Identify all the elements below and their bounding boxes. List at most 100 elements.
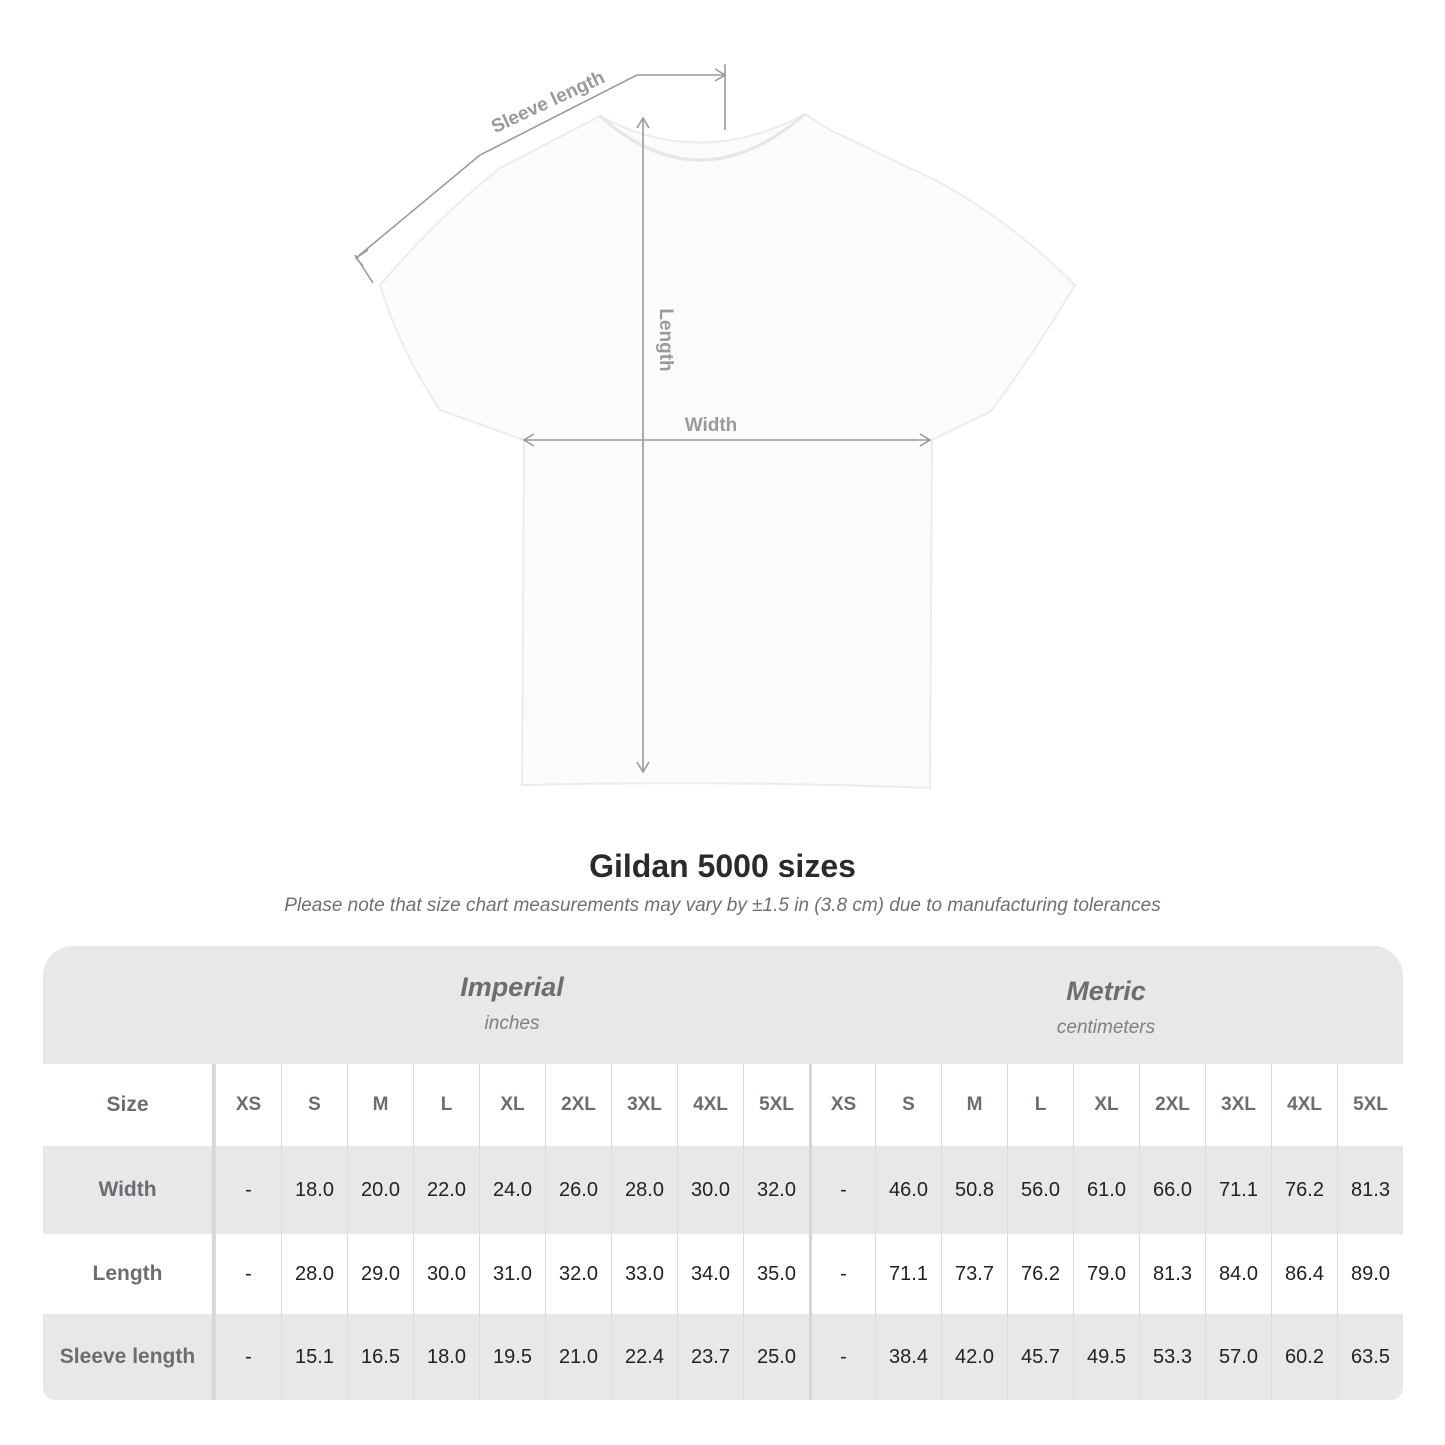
table-cell: 25.0 <box>743 1314 809 1400</box>
table-cell: 71.1 <box>875 1234 941 1314</box>
tshirt-shape <box>378 112 1077 790</box>
table-cell: - <box>809 1146 875 1234</box>
table-cell: 18.0 <box>413 1314 479 1400</box>
size-header-cell: XL <box>1073 1064 1139 1146</box>
table-cell: 32.0 <box>545 1234 611 1314</box>
table-cell: 18.0 <box>281 1146 347 1234</box>
table-cell: 23.7 <box>677 1314 743 1400</box>
table-cell: 28.0 <box>611 1146 677 1234</box>
table-cell: 30.0 <box>413 1234 479 1314</box>
table-cell: - <box>809 1234 875 1314</box>
length-arrowhead-top <box>636 116 650 129</box>
table-cell: 76.2 <box>1271 1146 1337 1234</box>
size-header-cell: XS <box>809 1064 875 1146</box>
table-cell: 61.0 <box>1073 1146 1139 1234</box>
sleeve-length-arrow <box>355 74 725 259</box>
size-header-cell: S <box>875 1064 941 1146</box>
table-cell: 53.3 <box>1139 1314 1205 1400</box>
table-cell: - <box>809 1314 875 1400</box>
chart-title: Gildan 5000 sizes <box>589 848 856 884</box>
table-cell: 56.0 <box>1007 1146 1073 1234</box>
table-cell: 57.0 <box>1205 1314 1271 1400</box>
metric-header: Metric centimeters <box>809 976 1403 1039</box>
table-cell: 46.0 <box>875 1146 941 1234</box>
row-label: Length <box>43 1234 215 1314</box>
size-header-cell: 3XL <box>1205 1064 1271 1146</box>
table-cell: 81.3 <box>1139 1234 1205 1314</box>
imperial-title: Imperial <box>460 972 564 1002</box>
sleeve-arrowhead-right <box>714 68 727 82</box>
metric-title: Metric <box>1066 976 1146 1006</box>
metric-unit: centimeters <box>1056 1017 1156 1038</box>
units-header <box>43 946 1403 1064</box>
size-header-cell: 2XL <box>1139 1064 1205 1146</box>
table-cell: 38.4 <box>875 1314 941 1400</box>
tolerance-note: Please note that size chart measurements… <box>284 895 1161 916</box>
table-cell: 66.0 <box>1139 1146 1205 1234</box>
row-label: Width <box>43 1146 215 1234</box>
table-cell: 28.0 <box>281 1234 347 1314</box>
table-cell: 34.0 <box>677 1234 743 1314</box>
table-cell: 15.1 <box>281 1314 347 1400</box>
tshirt-diagram: Sleeve length Length Width <box>354 64 1077 790</box>
table-cell: 89.0 <box>1337 1234 1403 1314</box>
table-cell: 79.0 <box>1073 1234 1139 1314</box>
tshirt-collar <box>599 112 806 162</box>
table-cell: 33.0 <box>611 1234 677 1314</box>
table-cell: 24.0 <box>479 1146 545 1234</box>
table-cell: 22.0 <box>413 1146 479 1234</box>
size-header-cell: 4XL <box>677 1064 743 1146</box>
table-cell: 76.2 <box>1007 1234 1073 1314</box>
table-cell: 35.0 <box>743 1234 809 1314</box>
size-header-cell: M <box>347 1064 413 1146</box>
table-cell: - <box>215 1146 281 1234</box>
table-cell: 32.0 <box>743 1146 809 1234</box>
length-label: Length <box>655 308 676 371</box>
table-cell: 16.5 <box>347 1314 413 1400</box>
table-cell: 31.0 <box>479 1234 545 1314</box>
table-cell: 50.8 <box>941 1146 1007 1234</box>
size-header-cell: L <box>413 1064 479 1146</box>
table-cell: 60.2 <box>1271 1314 1337 1400</box>
width-label: Width <box>685 415 738 436</box>
row-label: Size <box>43 1064 215 1146</box>
table-cell: 49.5 <box>1073 1314 1139 1400</box>
table-cell: 30.0 <box>677 1146 743 1234</box>
size-header-row: Size XS S M L XL 2XL 3XL 4XL 5XL XS S M L XL 2XL 3XL 4XL 5… <box>43 1064 1403 1146</box>
size-header-cell: 2XL <box>545 1064 611 1146</box>
width-arrowhead-right <box>919 433 932 447</box>
table-cell: - <box>215 1314 281 1400</box>
table-cell: 42.0 <box>941 1314 1007 1400</box>
table-cell: 81.3 <box>1337 1146 1403 1234</box>
size-table: Imperial inches Metric centimeters Size X… <box>43 946 1403 1400</box>
table-cell: 71.1 <box>1205 1146 1271 1234</box>
width-arrowhead-left <box>522 433 535 447</box>
table-cell: 22.4 <box>611 1314 677 1400</box>
table-cell: 73.7 <box>941 1234 1007 1314</box>
table-row: Sleeve length -15.1 16.5 18.0 19.5 21.0 22.4 23… <box>43 1314 1403 1400</box>
size-header-cell: XL <box>479 1064 545 1146</box>
size-header-cell: 4XL <box>1271 1064 1337 1146</box>
row-label: Sleeve length <box>43 1314 215 1400</box>
size-header-cell: M <box>941 1064 1007 1146</box>
imperial-unit: inches <box>484 1013 540 1034</box>
table-cell: 84.0 <box>1205 1234 1271 1314</box>
table-cell: 20.0 <box>347 1146 413 1234</box>
size-header-cell: S <box>281 1064 347 1146</box>
table-row: Width -18.0 20.0 22.0 24.0 26.0 28.0 30.0 32.0-4… <box>43 1146 1403 1234</box>
table-cell: 86.4 <box>1271 1234 1337 1314</box>
imperial-header: Imperial inches <box>215 972 809 1035</box>
table-cell: 21.0 <box>545 1314 611 1400</box>
table-cell: 29.0 <box>347 1234 413 1314</box>
size-header-cell: 5XL <box>743 1064 809 1146</box>
table-cell: 45.7 <box>1007 1314 1073 1400</box>
table-cell: 63.5 <box>1337 1314 1403 1400</box>
size-header-cell: 3XL <box>611 1064 677 1146</box>
length-arrowhead-bottom <box>636 761 650 774</box>
table-cell: 26.0 <box>545 1146 611 1234</box>
table-row: Length -28.0 29.0 30.0 31.0 32.0 33.0 34.0 35.0-… <box>43 1234 1403 1314</box>
sleeve-arrowhead-left <box>354 249 369 267</box>
size-header-cell: L <box>1007 1064 1073 1146</box>
size-header-cell: XS <box>215 1064 281 1146</box>
table-cell: 19.5 <box>479 1314 545 1400</box>
